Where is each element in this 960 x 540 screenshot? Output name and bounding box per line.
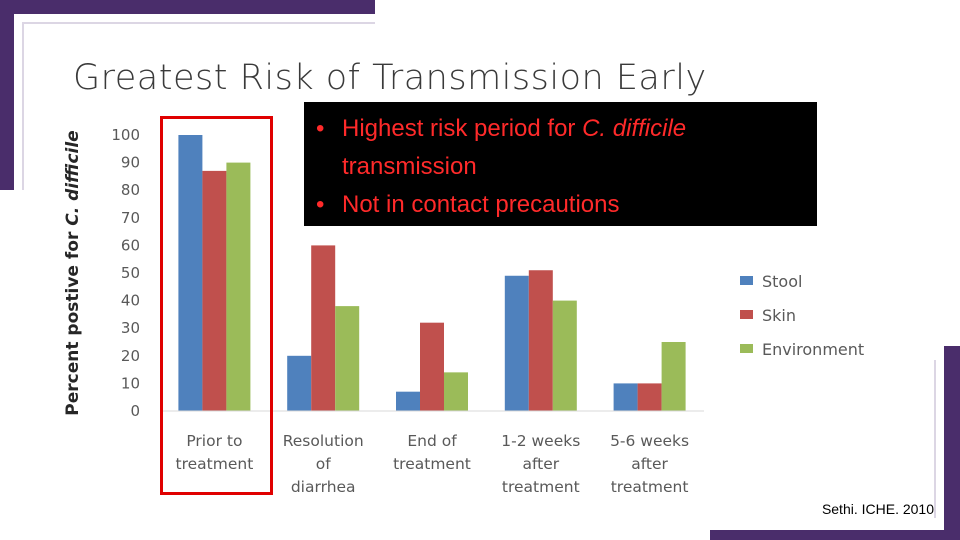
category-label: Resolution of diarrhea <box>283 432 364 496</box>
legend-swatch-stool <box>740 276 753 285</box>
bar-environment-2 <box>444 372 468 411</box>
y-axis-title-italic: C. difficile <box>63 130 83 225</box>
bullet-icon: • <box>316 115 325 142</box>
y-tick-label: 70 <box>121 209 140 227</box>
bar-stool-3 <box>504 275 529 411</box>
legend-label-stool: Stool <box>762 272 802 291</box>
y-tick-label: 50 <box>121 264 140 282</box>
bar-stool-4 <box>613 383 638 411</box>
accent-bar-left <box>0 0 14 190</box>
accent-bar-bottom <box>710 530 960 540</box>
y-tick-label: 10 <box>121 374 140 392</box>
y-tick-label: 60 <box>121 236 140 254</box>
category-labels: Prior to treatment Resolution of diarrhea End… <box>176 432 690 496</box>
legend-label-skin: Skin <box>762 306 796 325</box>
legend-swatch-environment <box>740 344 753 353</box>
bar-environment-1 <box>335 306 360 411</box>
bar-environment-0 <box>226 162 251 411</box>
category-label: 1-2 weeks after treatment <box>501 432 580 496</box>
category-label-line: 5-6 weeks <box>610 432 689 450</box>
citation: Sethi. ICHE. 2010 <box>821 501 934 517</box>
callout-bullet: • Not in contact precautions <box>312 186 807 224</box>
accent-bar-top <box>0 0 375 14</box>
bullet-icon: • <box>316 191 325 218</box>
callout-text: Not in contact precautions <box>342 191 620 218</box>
y-tick-label: 0 <box>130 402 140 420</box>
bar-stool-2 <box>396 391 420 411</box>
category-label: 5-6 weeks after treatment <box>610 432 689 496</box>
bar-stool-0 <box>178 135 203 411</box>
y-tick-label: 90 <box>121 154 140 172</box>
bar-stool-1 <box>287 355 312 411</box>
callout-list: • Highest risk period for C. difficile tr… <box>312 110 807 224</box>
y-axis-title-text: Percent postive for <box>63 226 83 416</box>
category-label-line: diarrhea <box>291 478 356 496</box>
accent-bar-right <box>944 346 960 540</box>
callout-italic-text: C. difficile <box>582 115 687 142</box>
category-label-line: after <box>522 455 559 473</box>
bar-environment-4 <box>661 342 686 411</box>
bar-skin-4 <box>637 383 662 411</box>
category-label-line: of <box>316 455 331 473</box>
y-tick-label: 80 <box>121 181 140 199</box>
callout-text-rest: transmission <box>342 153 477 180</box>
category-label-line: after <box>631 455 668 473</box>
slide-title: Greatest Risk of Transmission Early <box>73 58 707 98</box>
category-label-line: treatment <box>611 478 689 496</box>
y-tick-label: 20 <box>121 347 140 365</box>
category-label-line: treatment <box>176 455 254 473</box>
frame-line-right <box>934 360 936 518</box>
frame-line-left <box>22 22 24 190</box>
legend: Stool Skin Environment <box>740 272 864 359</box>
bar-skin-3 <box>528 270 553 411</box>
y-tick-label: 100 <box>111 126 140 144</box>
category-label-line: Resolution <box>283 432 364 450</box>
legend-label-environment: Environment <box>762 340 864 359</box>
bar-skin-2 <box>420 322 444 411</box>
y-axis-title: Percent postive for C. difficile <box>63 130 83 415</box>
callout-box: • Highest risk period for C. difficile tr… <box>304 102 817 226</box>
y-axis-label: Percent postive for C. difficile <box>63 130 83 415</box>
callout-bullet: • Highest risk period for C. difficile tr… <box>312 110 807 186</box>
category-label: End of treatment <box>393 432 471 473</box>
bar-skin-1 <box>311 245 336 411</box>
frame-line-top <box>22 22 375 24</box>
legend-swatch-skin <box>740 310 753 319</box>
bar-environment-3 <box>552 300 577 411</box>
category-label-line: End of <box>407 432 457 450</box>
category-label: Prior to treatment <box>176 432 254 473</box>
category-label-line: 1-2 weeks <box>501 432 580 450</box>
category-label-line: Prior to <box>186 432 242 450</box>
category-label-line: treatment <box>502 478 580 496</box>
callout-text: Highest risk period for <box>342 115 583 142</box>
category-label-line: treatment <box>393 455 471 473</box>
y-tick-label: 40 <box>121 292 140 310</box>
bars <box>178 135 686 411</box>
bar-skin-0 <box>202 170 227 411</box>
y-tick-label: 30 <box>121 319 140 337</box>
highlight-box <box>160 116 273 495</box>
y-tick-labels: 0 10 20 30 40 50 60 70 80 90 100 <box>111 126 140 420</box>
